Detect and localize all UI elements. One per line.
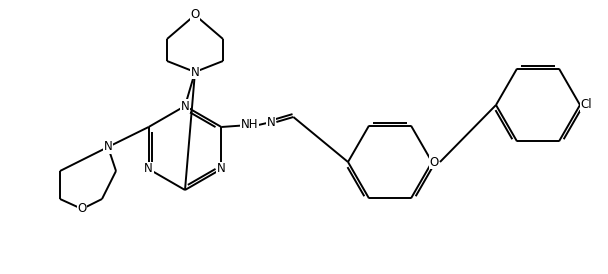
Text: O: O xyxy=(77,202,86,215)
Text: O: O xyxy=(190,8,199,21)
Text: N: N xyxy=(144,162,153,176)
Text: N: N xyxy=(217,162,226,176)
Text: O: O xyxy=(429,156,438,169)
Text: Cl: Cl xyxy=(580,98,592,112)
Text: N: N xyxy=(181,99,189,113)
Text: N: N xyxy=(103,141,112,153)
Text: N: N xyxy=(267,116,276,129)
Text: NH: NH xyxy=(241,118,258,132)
Text: N: N xyxy=(191,65,199,78)
